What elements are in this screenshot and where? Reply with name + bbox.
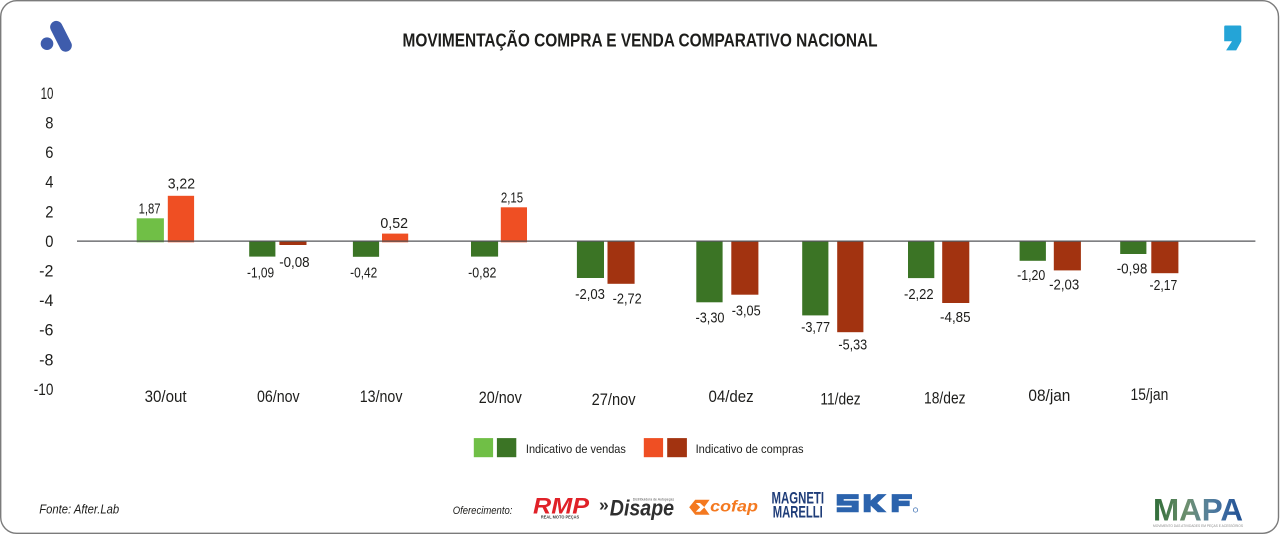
svg-text:-1,09: -1,09 (247, 265, 274, 281)
svg-text:MAPA: MAPA (1153, 491, 1243, 527)
svg-text:18/dez: 18/dez (924, 389, 966, 408)
svg-text:8: 8 (45, 114, 53, 133)
svg-text:20/nov: 20/nov (479, 388, 523, 407)
svg-text:-5,33: -5,33 (838, 337, 867, 353)
svg-text:1,87: 1,87 (139, 201, 161, 217)
svg-text:15/jan: 15/jan (1131, 385, 1169, 404)
svg-text:-3,77: -3,77 (801, 320, 830, 336)
svg-text:0: 0 (45, 232, 53, 251)
svg-text:06/nov: 06/nov (257, 387, 300, 406)
svg-text:-2,03: -2,03 (575, 287, 605, 303)
svg-text:2: 2 (45, 202, 53, 221)
svg-text:Distribuidora de Autopeças: Distribuidora de Autopeças (633, 498, 675, 502)
svg-text:27/nov: 27/nov (592, 390, 636, 409)
svg-text:-2: -2 (39, 262, 53, 281)
svg-text:-2,72: -2,72 (613, 292, 642, 308)
svg-text:-6: -6 (39, 321, 53, 340)
svg-text:11/dez: 11/dez (820, 389, 860, 408)
svg-text:-8: -8 (39, 350, 53, 369)
svg-text:4: 4 (45, 173, 53, 192)
svg-text:-0,98: -0,98 (1117, 262, 1148, 278)
svg-text:MAGNETI: MAGNETI (772, 488, 825, 507)
svg-text:3,22: 3,22 (168, 177, 195, 193)
svg-text:Indicativo de vendas: Indicativo de vendas (526, 442, 626, 456)
svg-text:-0,08: -0,08 (279, 255, 309, 271)
svg-text:Oferecimento:: Oferecimento: (453, 505, 513, 517)
svg-text:-3,30: -3,30 (696, 311, 725, 327)
svg-text:08/jan: 08/jan (1028, 386, 1070, 405)
svg-text:-0,42: -0,42 (350, 265, 377, 281)
svg-text:-2,22: -2,22 (904, 287, 934, 303)
svg-text:30/out: 30/out (145, 387, 187, 406)
svg-text:2,15: 2,15 (501, 191, 523, 207)
svg-text:-1,20: -1,20 (1017, 268, 1045, 284)
svg-text:10: 10 (41, 84, 54, 103)
svg-text:»: » (599, 495, 609, 515)
svg-text:-4,85: -4,85 (940, 310, 971, 326)
svg-text:0,52: 0,52 (380, 216, 408, 232)
svg-text:6: 6 (45, 143, 53, 162)
svg-text:Disape: Disape (610, 496, 674, 521)
svg-text:MOVIMENTAÇÃO COMPRA E VENDA CO: MOVIMENTAÇÃO COMPRA E VENDA COMPARATIVO … (403, 29, 878, 50)
svg-text:-4: -4 (39, 291, 53, 310)
svg-text:-2,03: -2,03 (1049, 277, 1079, 293)
svg-text:-10: -10 (34, 380, 54, 399)
svg-text:13/nov: 13/nov (360, 387, 403, 406)
svg-text:Fonte: After.Lab: Fonte: After.Lab (39, 502, 119, 517)
svg-text:cofap: cofap (710, 499, 758, 516)
svg-text:-3,05: -3,05 (732, 303, 761, 319)
svg-text:Indicativo de compras: Indicativo de compras (696, 442, 804, 456)
svg-text:-2,17: -2,17 (1150, 278, 1178, 294)
svg-text:-0,82: -0,82 (468, 265, 496, 281)
svg-text:MOVIMENTO DAS ATIVIDADES EM PE: MOVIMENTO DAS ATIVIDADES EM PEÇAS E ACES… (1153, 523, 1244, 528)
svg-text:RMP: RMP (533, 493, 590, 518)
svg-text:MARELLI: MARELLI (773, 503, 823, 522)
svg-text:04/dez: 04/dez (709, 387, 754, 406)
svg-text:REAL MOTO PEÇAS: REAL MOTO PEÇAS (541, 515, 579, 520)
